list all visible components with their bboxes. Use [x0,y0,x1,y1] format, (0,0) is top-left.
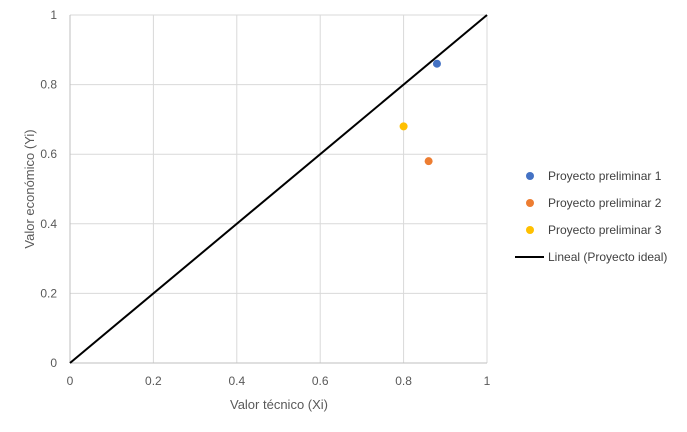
axes [69,15,487,364]
legend-label: Proyecto preliminar 2 [548,196,662,210]
y-tick-label: 0.6 [40,147,57,161]
legend-label: Lineal (Proyecto ideal) [548,250,667,264]
legend: Proyecto preliminar 1 Proyecto preliminar… [515,169,667,264]
y-tick-label: 0 [50,356,57,370]
y-tick-label: 1 [50,8,57,22]
data-point-series-1 [432,59,441,68]
grid [70,14,488,363]
tick-labels: 0 0.2 0.4 0.6 0.8 1 0 0.2 0.4 0.6 0.8 1 [40,8,490,388]
x-tick-label: 0.4 [228,374,245,388]
data-point-series-3 [399,122,408,131]
y-tick-label: 0.2 [40,286,57,300]
x-tick-label: 0 [67,374,74,388]
x-axis-title: Valor técnico (Xi) [230,397,328,412]
legend-marker [526,172,534,180]
y-tick-label: 0.8 [40,78,57,92]
x-tick-label: 0.8 [395,374,412,388]
data-points [399,59,441,166]
legend-label: Proyecto preliminar 3 [548,223,662,237]
x-tick-label: 1 [484,374,491,388]
x-tick-label: 0.6 [312,374,329,388]
legend-label: Proyecto preliminar 1 [548,169,662,183]
ideal-project-line [69,14,488,364]
y-axis-title: Valor económico (Yi) [22,129,37,248]
data-point-series-2 [424,157,433,166]
y-tick-label: 0.4 [40,217,57,231]
legend-marker [526,226,534,234]
legend-marker [526,199,534,207]
ideal-line-layer [69,14,488,364]
x-tick-label: 0.2 [145,374,162,388]
